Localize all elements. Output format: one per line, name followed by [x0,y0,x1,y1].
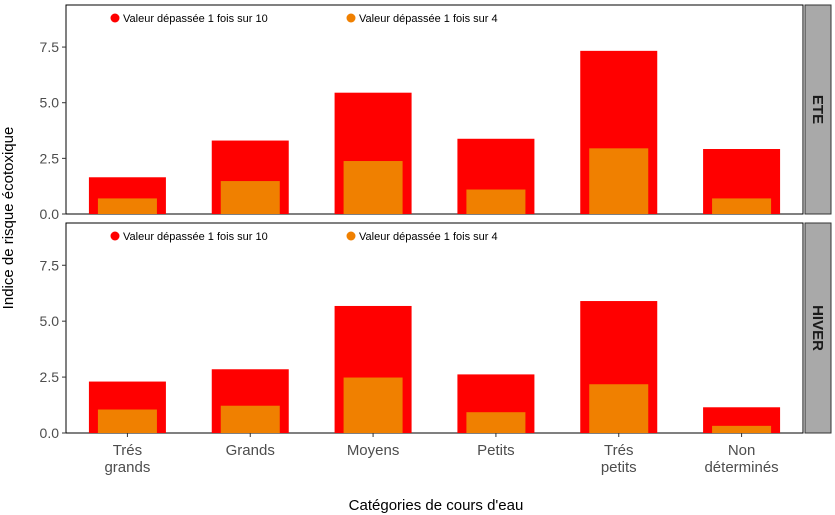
x-tick-label-line: Grands [226,442,275,459]
x-tick-label-line: Moyens [347,442,400,459]
y-tick-label: 5.0 [40,313,60,329]
x-tick-label-line: Petits [477,442,515,459]
bar-p75 [220,181,280,214]
x-tick-label: Petits [477,442,515,459]
legend-label: Valeur dépassée 1 fois sur 4 [359,231,498,243]
legend-dot [110,231,120,241]
y-tick-label: 0.0 [40,425,60,441]
y-tick-label: 7.5 [40,257,60,273]
bar-p75 [712,198,772,214]
bar-p75 [97,198,157,214]
y-tick-label: 2.5 [40,150,60,166]
x-tick-label-line: déterminés [704,459,778,476]
legend-label: Valeur dépassée 1 fois sur 10 [123,231,268,243]
x-tick-label: Non déterminés [704,442,778,476]
x-tick-label-line: Trés [113,442,142,459]
legend-dot [346,13,356,23]
panel-frame [65,4,804,215]
y-tick-label: 5.0 [40,95,60,111]
x-tick-label: Trés petits [601,442,637,476]
legend-dot [346,231,356,241]
y-axis-title: Indice de risque écotoxique [0,127,17,310]
bar-p75 [220,405,280,433]
x-axis-title: Catégories de cours d'eau [349,497,524,514]
bar-p75 [343,161,403,214]
x-tick-label: Grands [226,442,275,459]
facet-strip [804,222,832,434]
bar-p75 [589,148,649,214]
bar-p75 [343,377,403,433]
x-tick-label-line: Non [728,442,756,459]
bar-p75 [466,412,526,433]
x-tick-label-line: petits [601,459,637,476]
panel-ete: 0.0 2.5 5.0 7.5 Valeur dépassée 1 fois sur 1… [40,4,832,222]
legend-label: Valeur dépassée 1 fois sur 10 [123,13,268,25]
legend-dot [110,13,120,23]
bar-p75 [589,384,649,433]
y-tick-label: 2.5 [40,369,60,385]
panel-frame [65,222,804,434]
facet-strip-label: ETE [809,95,826,124]
facet-strip-label: HIVER [809,305,826,351]
x-tick-label-line: grands [104,459,150,476]
bar-p75 [712,425,772,433]
x-tick-label: Trés grands [104,442,150,476]
facet-panels: 0.0 2.5 5.0 7.5 Valeur dépassée 1 fois sur 1… [40,4,832,441]
bar-p75 [466,189,526,214]
x-tick-label-line: Trés [604,442,633,459]
x-tick-label: Moyens [347,442,400,459]
y-tick-label: 0.0 [40,206,60,222]
y-tick-label: 7.5 [40,39,60,55]
facet-strip [804,4,832,215]
legend-label: Valeur dépassée 1 fois sur 4 [359,13,498,25]
panel-hiver: 0.0 2.5 5.0 7.5 Valeur dépassée 1 fois sur 1… [40,222,832,441]
bar-p75 [97,409,157,433]
